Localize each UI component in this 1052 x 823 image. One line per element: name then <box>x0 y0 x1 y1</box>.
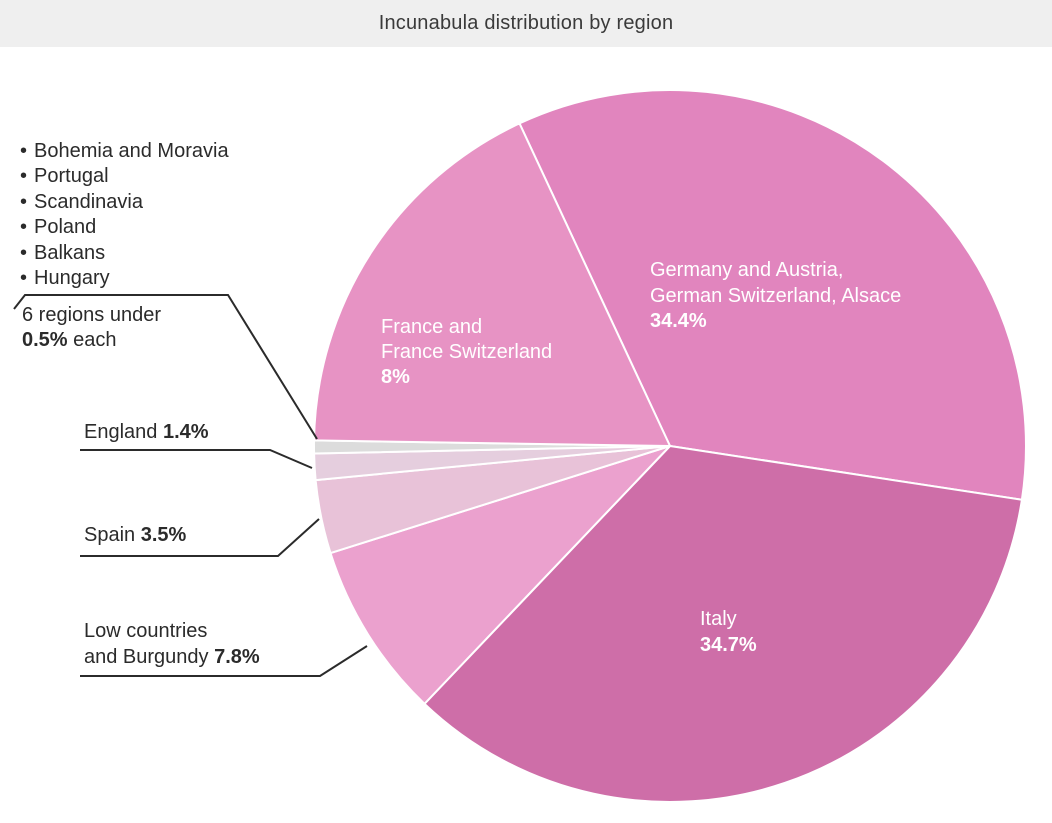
england-callout: England 1.4% <box>84 420 209 445</box>
minor-region-item: Balkans <box>20 241 229 266</box>
minor-region-item: Hungary <box>20 266 229 291</box>
minor-region-item: Scandinavia <box>20 190 229 215</box>
low-countries-line1: Low countries <box>84 620 208 642</box>
six-regions-value: 0.5% <box>22 329 68 352</box>
france-line2: France Switzerland <box>381 341 553 363</box>
germany-slice-label: Germany and Austria, German Switzerland,… <box>650 258 901 335</box>
six-regions-callout: 6 regions under 0.5% each <box>22 303 161 354</box>
italy-slice-label: Italy 34.7% <box>700 606 757 658</box>
pie-slices <box>312 89 1027 803</box>
slice-low-countries <box>329 445 671 705</box>
leader-line-low-countries <box>80 645 368 677</box>
spain-name: Spain <box>84 524 136 546</box>
leader-line-england <box>80 449 313 469</box>
leader-line-spain <box>80 518 320 557</box>
six-regions-line1: 6 regions under <box>22 304 161 326</box>
england-name: England <box>84 421 158 443</box>
germany-value: 34.4% <box>650 310 707 332</box>
minor-regions-list: Bohemia and MoraviaPortugalScandinaviaPo… <box>20 139 229 291</box>
low-countries-value: 7.8% <box>214 646 260 668</box>
spain-callout: Spain 3.5% <box>84 523 186 548</box>
six-regions-suffix: each <box>67 329 117 352</box>
low-countries-line2: and Burgundy <box>84 646 209 668</box>
france-slice-label: France and France Switzerland 8% <box>381 315 552 390</box>
minor-region-item: Portugal <box>20 164 229 189</box>
chart-title: Incunabula distribution by region <box>378 12 674 34</box>
italy-line1: Italy <box>700 608 737 630</box>
germany-line2: German Switzerland, Alsace <box>650 284 902 307</box>
germany-line1: Germany and Austria, <box>650 259 844 281</box>
spain-value: 3.5% <box>140 524 187 546</box>
low-countries-callout: Low countries and Burgundy 7.8% <box>84 618 260 670</box>
minor-region-item: Bohemia and Moravia <box>20 139 229 164</box>
italy-value: 34.7% <box>700 634 757 656</box>
france-value: 8% <box>381 366 410 388</box>
leader-line-six-regions <box>13 294 318 440</box>
england-value: 1.4% <box>162 421 209 443</box>
france-line1: France and <box>381 316 483 338</box>
minor-region-item: Poland <box>20 215 229 240</box>
slice-germany <box>518 89 1027 501</box>
title-bar: Incunabula distribution by region <box>0 0 1052 47</box>
slice-france <box>313 122 671 447</box>
slice-italy <box>423 445 1023 803</box>
